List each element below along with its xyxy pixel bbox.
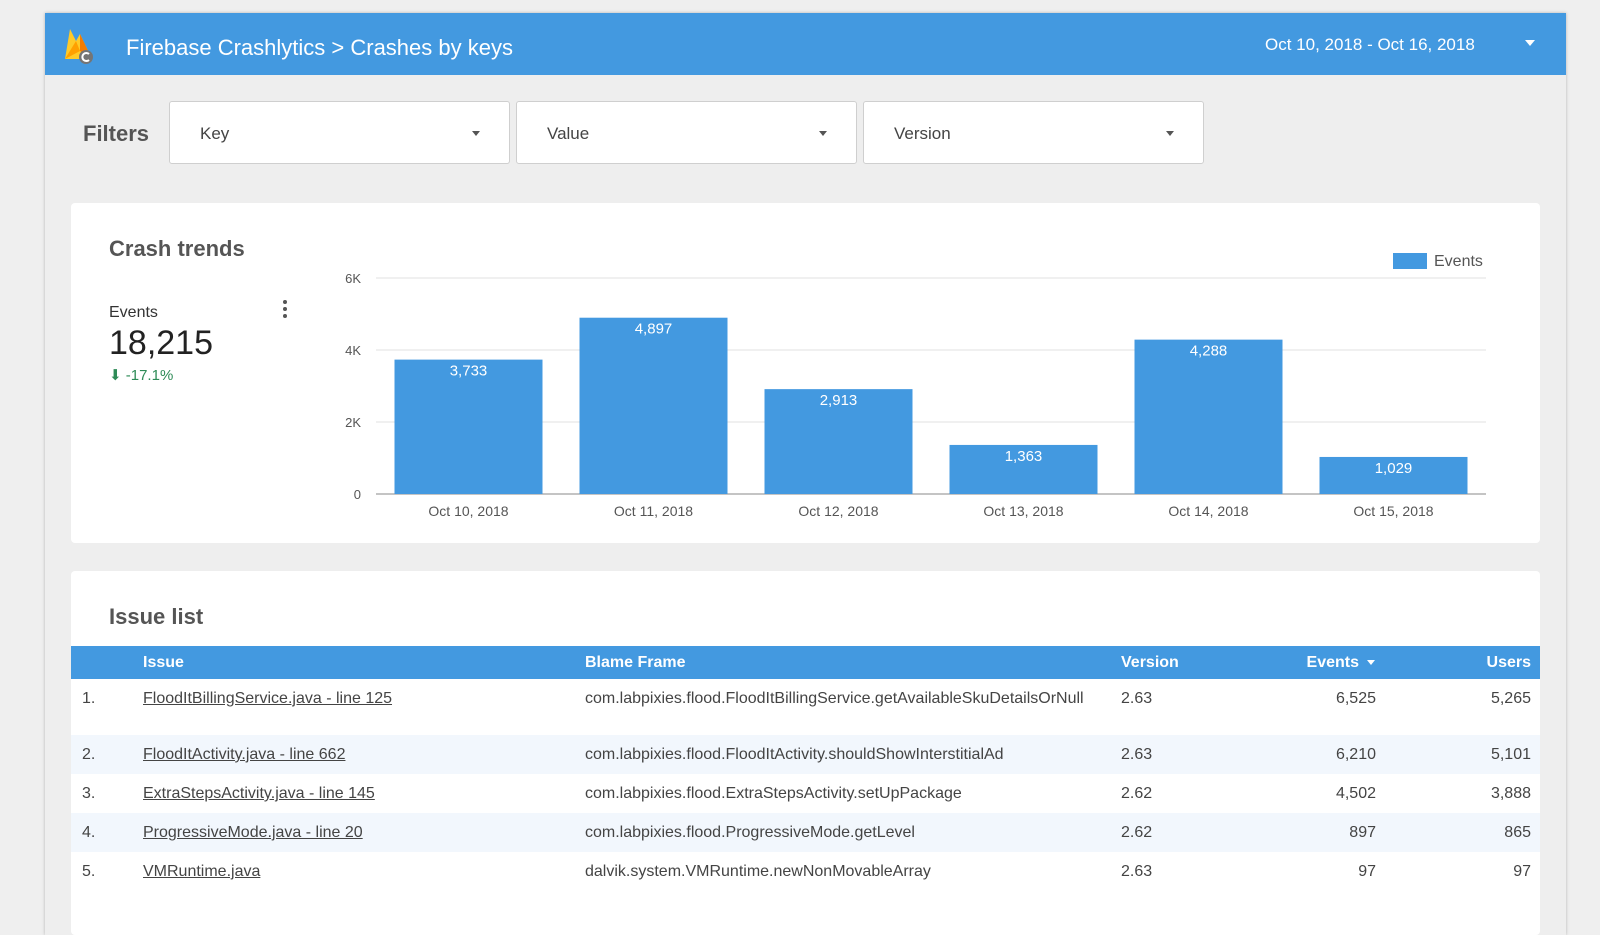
bar [949,444,1098,494]
blame-frame: com.labpixies.flood.FloodItBillingServic… [585,690,1084,707]
more-options-icon[interactable] [278,298,292,322]
version-cell: 2.63 [1121,863,1153,880]
date-range-picker[interactable]: Oct 10, 2018 - Oct 16, 2018 [1265,35,1475,54]
table-row: 2. FloodItActivity.java - line 662 com.l… [71,735,1540,774]
table-row: 5. VMRuntime.java dalvik.system.VMRuntim… [71,852,1540,891]
bar [1319,456,1468,494]
events-metric-delta: ⬇ -17.1% [109,366,173,384]
legend-label: Events [1434,253,1483,270]
issue-link[interactable]: FloodItBillingService.java - line 125 [143,690,393,707]
crash-trends-card: Crash trends Events 18,215 ⬇ -17.1% 0 2K 4… [71,203,1540,543]
bar [1134,339,1283,494]
report-header: Firebase Crashlytics > Crashes by keys O… [45,13,1566,75]
value-filter-dropdown[interactable]: Value [516,101,857,164]
table-row: 1. FloodItBillingService.java - line 125… [71,679,1540,735]
version-filter-dropdown[interactable]: Version [863,101,1204,164]
y-tick-label: 2K [345,415,361,430]
filters-label: Filters [83,121,150,146]
x-tick-label: Oct 10, 2018 [428,503,508,519]
events-cell: 4,502 [1335,785,1376,802]
bar [764,389,913,494]
col-header-events[interactable]: Events [1307,654,1375,672]
blame-frame: dalvik.system.VMRuntime.newNonMovableArr… [585,863,931,880]
users-cell: 5,101 [1490,746,1531,763]
row-number: 1. [82,690,96,707]
users-cell: 97 [1513,863,1531,880]
report-title: Firebase Crashlytics > Crashes by keys [126,35,513,60]
legend-swatch [1393,253,1427,269]
row-number: 5. [82,863,96,880]
issue-list-title: Issue list [109,604,204,629]
bar [579,317,728,494]
events-cell: 97 [1358,863,1376,880]
events-metric-value: 18,215 [109,324,213,362]
col-header-users[interactable]: Users [1486,654,1531,671]
chevron-down-icon[interactable] [1525,40,1535,46]
x-tick-label: Oct 14, 2018 [1168,503,1248,519]
blame-frame: com.labpixies.flood.ExtraStepsActivity.s… [585,785,962,802]
col-header-issue[interactable]: Issue [143,654,184,671]
chevron-down-icon [1166,131,1174,136]
crash-trends-title: Crash trends [109,236,245,261]
x-tick-label: Oct 12, 2018 [798,503,878,519]
y-tick-label: 4K [345,343,361,358]
bar [394,359,543,494]
arrow-down-icon: ⬇ [109,367,122,384]
users-cell: 5,265 [1490,690,1531,707]
table-header: Issue Blame Frame Version Events Users [71,646,1540,679]
table-row: 4. ProgressiveMode.java - line 20 com.la… [71,813,1540,852]
users-cell: 865 [1504,824,1531,841]
blame-frame: com.labpixies.flood.FloodItActivity.shou… [585,746,1004,763]
events-cell: 6,210 [1335,746,1376,763]
events-metric-label: Events [109,304,158,321]
key-filter-dropdown[interactable]: Key [169,101,510,164]
version-cell: 2.62 [1121,785,1153,802]
bar-value-label: 3,733 [450,363,488,380]
firebase-crashlytics-logo [65,29,93,64]
issue-link[interactable]: FloodItActivity.java - line 662 [143,746,346,763]
chevron-down-icon [819,131,827,136]
y-tick-label: 6K [345,271,361,286]
col-header-blame[interactable]: Blame Frame [585,654,686,671]
delta-value: -17.1% [125,367,174,384]
value-filter-label: Value [547,124,590,143]
row-number: 3. [82,785,96,802]
row-number: 2. [82,746,96,763]
report-page: Firebase Crashlytics > Crashes by keys O… [45,13,1566,935]
version-filter-label: Version [894,124,951,143]
chevron-down-icon [472,131,480,136]
bar-value-label: 4,897 [635,321,673,338]
table-row: 3. ExtraStepsActivity.java - line 145 co… [71,774,1540,813]
bar-value-label: 1,363 [1005,448,1043,465]
col-header-version[interactable]: Version [1121,654,1179,671]
version-cell: 2.63 [1121,746,1153,763]
version-cell: 2.63 [1121,690,1153,707]
blame-frame: com.labpixies.flood.ProgressiveMode.getL… [585,824,915,841]
bar-value-label: 4,288 [1190,343,1228,360]
col-header-events-label: Events [1306,654,1359,671]
y-tick-label: 0 [354,487,361,502]
sort-desc-icon [1367,660,1375,666]
issue-table: Issue Blame Frame Version Events Users 1… [71,646,1540,891]
issue-link[interactable]: ProgressiveMode.java - line 20 [143,824,363,841]
issue-link[interactable]: ExtraStepsActivity.java - line 145 [143,785,375,802]
crash-trends-chart: 0 2K 4K 6K 3,733 Oct 10, 2018 4,897 Oct 11, 201… [345,253,1486,519]
events-cell: 6,525 [1335,690,1376,707]
row-number: 4. [82,824,96,841]
events-cell: 897 [1349,824,1376,841]
x-tick-label: Oct 13, 2018 [983,503,1063,519]
bar-value-label: 2,913 [820,392,858,409]
users-cell: 3,888 [1490,785,1531,802]
issue-list-card: Issue list Issue Blame Frame Version Eve… [71,571,1540,935]
key-filter-label: Key [200,124,230,143]
version-cell: 2.62 [1121,824,1153,841]
x-tick-label: Oct 11, 2018 [614,503,693,519]
bar-value-label: 1,029 [1375,460,1413,477]
issue-link[interactable]: VMRuntime.java [143,863,261,880]
x-tick-label: Oct 15, 2018 [1353,503,1433,519]
